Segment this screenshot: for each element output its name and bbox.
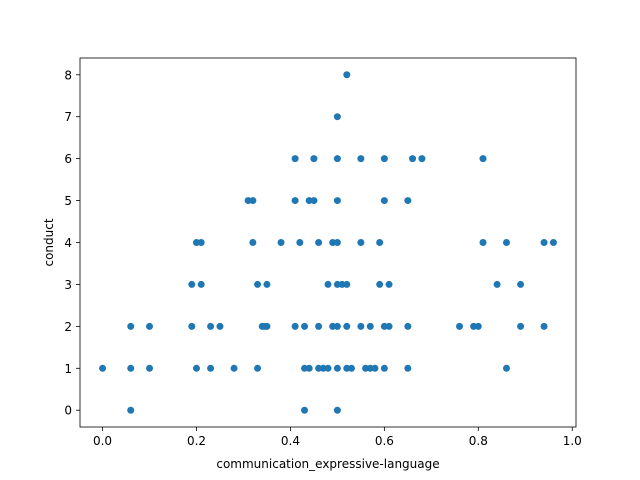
data-point-78 — [418, 155, 426, 163]
data-point-24 — [263, 280, 271, 288]
data-point-37 — [315, 322, 323, 330]
data-point-87 — [517, 322, 525, 330]
data-point-75 — [404, 322, 412, 330]
x-tick-label: 0.4 — [281, 434, 300, 448]
points-layer — [99, 71, 557, 414]
data-point-71 — [380, 155, 388, 163]
data-point-1 — [127, 406, 135, 414]
data-point-23 — [263, 322, 271, 330]
data-point-7 — [188, 280, 196, 288]
data-point-12 — [207, 364, 215, 372]
data-point-91 — [549, 239, 557, 246]
y-tick-label: 6 — [64, 152, 72, 166]
data-point-6 — [188, 322, 196, 330]
data-point-70 — [380, 197, 388, 205]
y-tick-label: 4 — [64, 236, 72, 250]
data-point-52 — [333, 113, 341, 121]
data-point-68 — [380, 364, 388, 372]
data-point-79 — [456, 322, 464, 330]
data-point-90 — [540, 239, 548, 246]
data-point-49 — [333, 239, 341, 246]
data-point-55 — [343, 322, 351, 330]
x-tick-label: 0.6 — [375, 434, 394, 448]
data-point-18 — [249, 197, 257, 205]
data-point-47 — [333, 322, 341, 330]
data-point-81 — [474, 322, 482, 330]
x-axis-label: communication_expressive-language — [216, 457, 439, 471]
data-point-29 — [296, 239, 304, 246]
data-point-59 — [357, 322, 365, 330]
data-point-84 — [493, 280, 501, 288]
data-point-28 — [291, 155, 299, 163]
data-point-83 — [479, 155, 487, 163]
data-point-88 — [517, 280, 525, 288]
data-point-36 — [310, 155, 318, 163]
data-point-15 — [230, 364, 238, 372]
data-point-66 — [376, 280, 384, 288]
data-point-13 — [207, 322, 215, 330]
data-point-14 — [216, 322, 224, 330]
data-point-65 — [371, 364, 379, 372]
data-point-8 — [192, 364, 200, 372]
data-point-61 — [357, 155, 365, 163]
data-point-10 — [197, 280, 205, 288]
data-point-30 — [301, 406, 309, 414]
data-point-58 — [347, 364, 355, 372]
data-point-46 — [333, 364, 341, 372]
data-point-60 — [357, 239, 365, 246]
data-point-17 — [249, 239, 257, 246]
data-point-32 — [301, 322, 309, 330]
data-point-42 — [324, 280, 332, 288]
data-point-38 — [315, 239, 323, 246]
data-point-89 — [540, 322, 548, 330]
data-point-85 — [502, 364, 510, 372]
data-point-64 — [366, 322, 374, 330]
x-tick-label: 0.0 — [93, 434, 112, 448]
data-point-74 — [404, 364, 412, 372]
data-point-82 — [479, 239, 487, 246]
data-point-73 — [385, 280, 393, 288]
x-tick-label: 0.8 — [469, 434, 488, 448]
y-tick-label: 7 — [64, 110, 72, 124]
y-tick-label: 1 — [64, 362, 72, 376]
data-point-45 — [333, 406, 341, 414]
data-point-26 — [291, 322, 299, 330]
y-tick-label: 3 — [64, 278, 72, 292]
data-point-4 — [146, 364, 154, 372]
data-point-67 — [376, 239, 384, 246]
y-tick-label: 2 — [64, 320, 72, 334]
y-axis-ticks: 0 1 2 3 4 5 6 7 8 — [64, 68, 80, 418]
data-point-72 — [385, 322, 393, 330]
data-point-56 — [343, 280, 351, 288]
data-point-0 — [99, 364, 107, 372]
x-tick-label: 1.0 — [563, 434, 582, 448]
data-point-33 — [305, 364, 313, 372]
data-point-20 — [254, 280, 262, 288]
data-point-11 — [197, 239, 205, 246]
data-point-19 — [254, 364, 262, 372]
data-point-27 — [291, 197, 299, 205]
data-point-50 — [333, 197, 341, 205]
data-point-57 — [343, 71, 351, 79]
data-point-2 — [127, 364, 135, 372]
data-point-41 — [324, 364, 332, 372]
data-point-51 — [333, 155, 341, 163]
x-axis-ticks: 0.0 0.2 0.4 0.6 0.8 1.0 — [93, 427, 582, 448]
y-tick-label: 0 — [64, 404, 72, 418]
data-point-76 — [404, 197, 412, 205]
y-tick-label: 8 — [64, 68, 72, 82]
x-tick-label: 0.2 — [187, 434, 206, 448]
data-point-3 — [127, 322, 135, 330]
data-point-5 — [146, 322, 154, 330]
data-point-77 — [409, 155, 417, 163]
data-point-86 — [502, 239, 510, 246]
data-point-35 — [310, 197, 318, 205]
y-tick-label: 5 — [64, 194, 72, 208]
data-point-25 — [277, 239, 285, 246]
y-axis-label: conduct — [42, 218, 56, 266]
